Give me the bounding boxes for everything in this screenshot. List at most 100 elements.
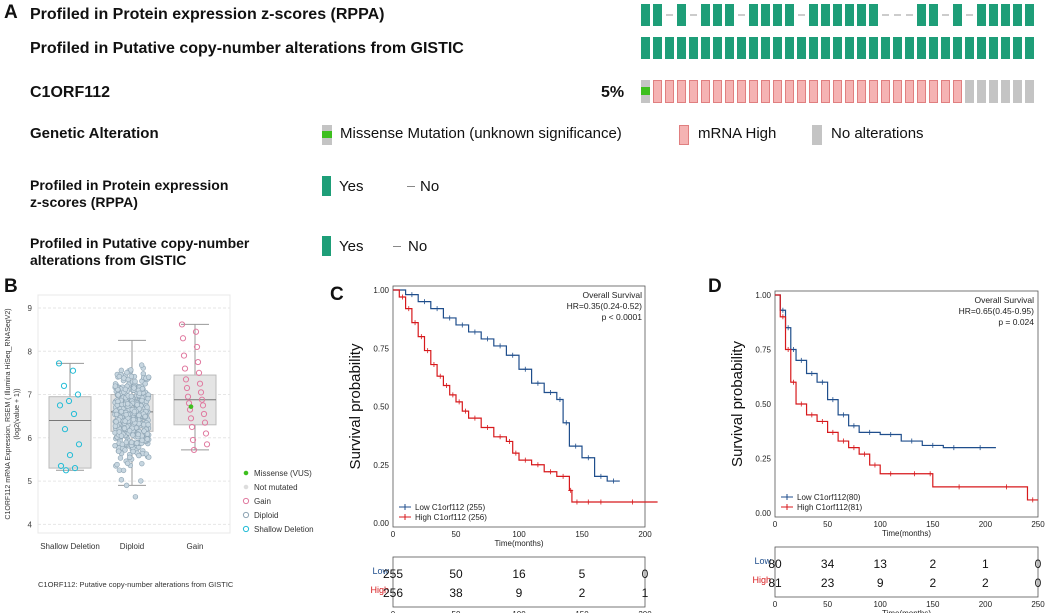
mrna-high-cell — [809, 80, 818, 103]
profiled-gistic-title-line2: alterations from GISTIC — [30, 252, 187, 268]
missense-point — [188, 404, 194, 409]
gistic-cell — [893, 37, 902, 59]
risk-x-tick-label: 150 — [926, 600, 940, 609]
track-label-rppa: Profiled in Protein expression z-scores … — [30, 6, 385, 23]
rppa-cell — [809, 4, 818, 26]
censor-mark — [399, 294, 405, 300]
censor-mark — [840, 412, 846, 418]
censor-mark — [535, 462, 541, 468]
censor-mark — [956, 484, 962, 490]
y-axis-label: C1ORF112 mRNA Expression, RSEM ( Illumin… — [5, 308, 12, 519]
gistic-cell — [1001, 37, 1010, 59]
rppa-cell — [641, 4, 650, 26]
rppa-cell — [725, 4, 734, 26]
gistic-cell — [761, 37, 770, 59]
rppa-cell — [857, 4, 866, 26]
data-point — [124, 460, 131, 467]
censor-mark — [557, 397, 563, 403]
rppa-cell — [833, 4, 842, 26]
data-point — [118, 477, 125, 483]
censor-mark — [888, 432, 894, 438]
data-point — [121, 375, 127, 381]
x-tick-label: 250 — [1031, 520, 1045, 529]
legend-label: Diploid — [254, 511, 278, 520]
gistic-cell — [665, 37, 674, 59]
data-point — [116, 373, 123, 380]
mrna-high-cell — [689, 80, 698, 103]
data-point — [131, 408, 138, 415]
mrna-high-cell — [785, 80, 794, 103]
mrna-high-cell — [821, 80, 830, 103]
gistic-cell — [953, 37, 962, 59]
data-point — [112, 442, 118, 449]
data-point — [62, 467, 70, 474]
profiled-rppa-title-line2: z-scores (RPPA) — [30, 194, 138, 210]
no-label-gistic: No — [408, 238, 428, 255]
data-point — [120, 467, 127, 474]
y-tick-label: 7 — [28, 391, 33, 400]
stats-line: HR=0.65(0.45-0.95) — [959, 306, 1035, 316]
mrna-high-cell — [725, 80, 734, 103]
censor-mark — [535, 380, 541, 386]
data-point — [123, 411, 129, 418]
data-point — [145, 421, 151, 428]
censor-mark — [485, 336, 490, 342]
censor-mark — [485, 424, 490, 430]
gistic-cell — [737, 37, 746, 59]
data-point — [56, 402, 64, 409]
mrna-high-cell — [845, 80, 854, 103]
censor-mark — [418, 334, 424, 340]
rppa-cell — [773, 4, 782, 26]
censor-mark — [585, 455, 591, 461]
censor-mark — [444, 383, 450, 389]
data-point — [136, 412, 142, 419]
mrna-high-cell — [833, 80, 842, 103]
gistic-cell — [1025, 37, 1034, 59]
censor-mark — [497, 434, 503, 440]
no-alteration-cell — [965, 80, 974, 103]
mrna-high-cell — [653, 80, 662, 103]
x-tick-label: 150 — [926, 520, 940, 529]
rppa-cell — [977, 4, 986, 26]
data-point — [69, 367, 77, 374]
mrna-high-legend-label: mRNA High — [698, 125, 777, 142]
y-axis-label-sub: (log2(value + 1)) — [14, 388, 21, 439]
panel-c-letter: C — [330, 284, 344, 305]
censor-mark — [819, 379, 825, 385]
missense-swatch — [322, 125, 332, 145]
legend-label: Gain — [254, 497, 271, 506]
legend-marker — [242, 525, 250, 533]
x-axis-label: Time(months) — [882, 529, 931, 538]
data-point — [139, 460, 145, 467]
risk-value: 23 — [821, 576, 835, 590]
censor-mark — [510, 352, 516, 358]
censor-mark — [472, 329, 478, 335]
censor-mark — [977, 445, 983, 451]
data-point — [123, 482, 130, 489]
censor-mark — [780, 307, 786, 313]
gene-percent: 5% — [601, 84, 625, 101]
data-point — [115, 398, 121, 405]
stats-title: Overall Survival — [974, 295, 1034, 305]
risk-value: 2 — [929, 576, 936, 590]
mrna-high-cell — [869, 80, 878, 103]
censor-mark — [867, 429, 873, 435]
mrna-high-cell — [701, 80, 710, 103]
data-point — [192, 328, 200, 335]
legend-marker — [781, 504, 793, 510]
censor-mark — [573, 443, 579, 449]
gistic-cell — [845, 37, 854, 59]
data-point — [115, 448, 122, 454]
legend-marker — [242, 511, 250, 519]
profiled-gistic-title: Profiled in Putative copy-number alterat… — [30, 235, 249, 269]
data-point — [112, 383, 119, 389]
censor-mark — [830, 397, 836, 403]
data-point — [184, 393, 192, 400]
y-axis-label: Survival probability — [347, 343, 364, 469]
gistic-cell — [857, 37, 866, 59]
stats-line: HR=0.35(0.24-0.52) — [567, 301, 643, 311]
y-tick-label: 0.25 — [373, 461, 389, 470]
rppa-cell — [989, 4, 998, 26]
gistic-cell — [773, 37, 782, 59]
censor-mark — [406, 306, 412, 312]
